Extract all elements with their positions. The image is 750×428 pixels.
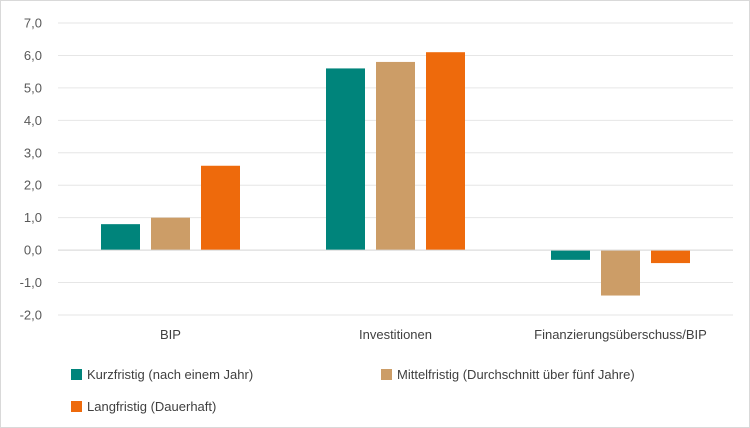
y-tick-label: -1,0 bbox=[20, 275, 42, 290]
category-label: Investitionen bbox=[359, 327, 432, 342]
legend-swatch-long-term bbox=[71, 401, 82, 412]
bars bbox=[101, 52, 690, 296]
bar bbox=[376, 61, 415, 251]
y-tick-label: 7,0 bbox=[24, 16, 42, 31]
y-tick-label: 0,0 bbox=[24, 243, 42, 258]
legend-item-long-term: Langfristig (Dauerhaft) bbox=[71, 399, 216, 414]
y-axis-tick-labels: 7,0 6,0 5,0 4,0 3,0 2,0 1,0 0,0 -1,0 -2,0 bbox=[20, 16, 42, 323]
category-label: BIP bbox=[160, 327, 181, 342]
legend-swatch-short-term bbox=[71, 369, 82, 380]
legend-item-medium-term: Mittelfristig (Durchschnitt über fünf Ja… bbox=[381, 367, 635, 382]
bar bbox=[101, 224, 140, 251]
y-tick-label: 2,0 bbox=[24, 178, 42, 193]
legend-swatch-medium-term bbox=[381, 369, 392, 380]
y-tick-label: 6,0 bbox=[24, 48, 42, 63]
bar bbox=[651, 250, 690, 264]
legend-label-short-term: Kurzfristig (nach einem Jahr) bbox=[87, 367, 254, 382]
legend-label-long-term: Langfristig (Dauerhaft) bbox=[87, 399, 217, 414]
bar bbox=[551, 250, 590, 260]
y-tick-label: -2,0 bbox=[20, 308, 42, 323]
bar bbox=[601, 250, 640, 296]
bar bbox=[326, 68, 365, 251]
bar bbox=[201, 165, 240, 251]
legend-label-medium-term: Mittelfristig (Durchschnitt über fünf Ja… bbox=[397, 367, 635, 382]
legend-item-short-term: Kurzfristig (nach einem Jahr) bbox=[71, 367, 253, 382]
y-tick-label: 3,0 bbox=[24, 145, 42, 160]
y-tick-label: 4,0 bbox=[24, 113, 42, 128]
y-tick-label: 5,0 bbox=[24, 80, 42, 95]
bar bbox=[151, 217, 190, 251]
category-label: Finanzierungsüberschuss/BIP bbox=[534, 327, 707, 342]
y-tick-label: 1,0 bbox=[24, 210, 42, 225]
bar bbox=[426, 52, 465, 251]
category-labels: BIP Investitionen Finanzierungsüberschuss/… bbox=[160, 327, 707, 342]
